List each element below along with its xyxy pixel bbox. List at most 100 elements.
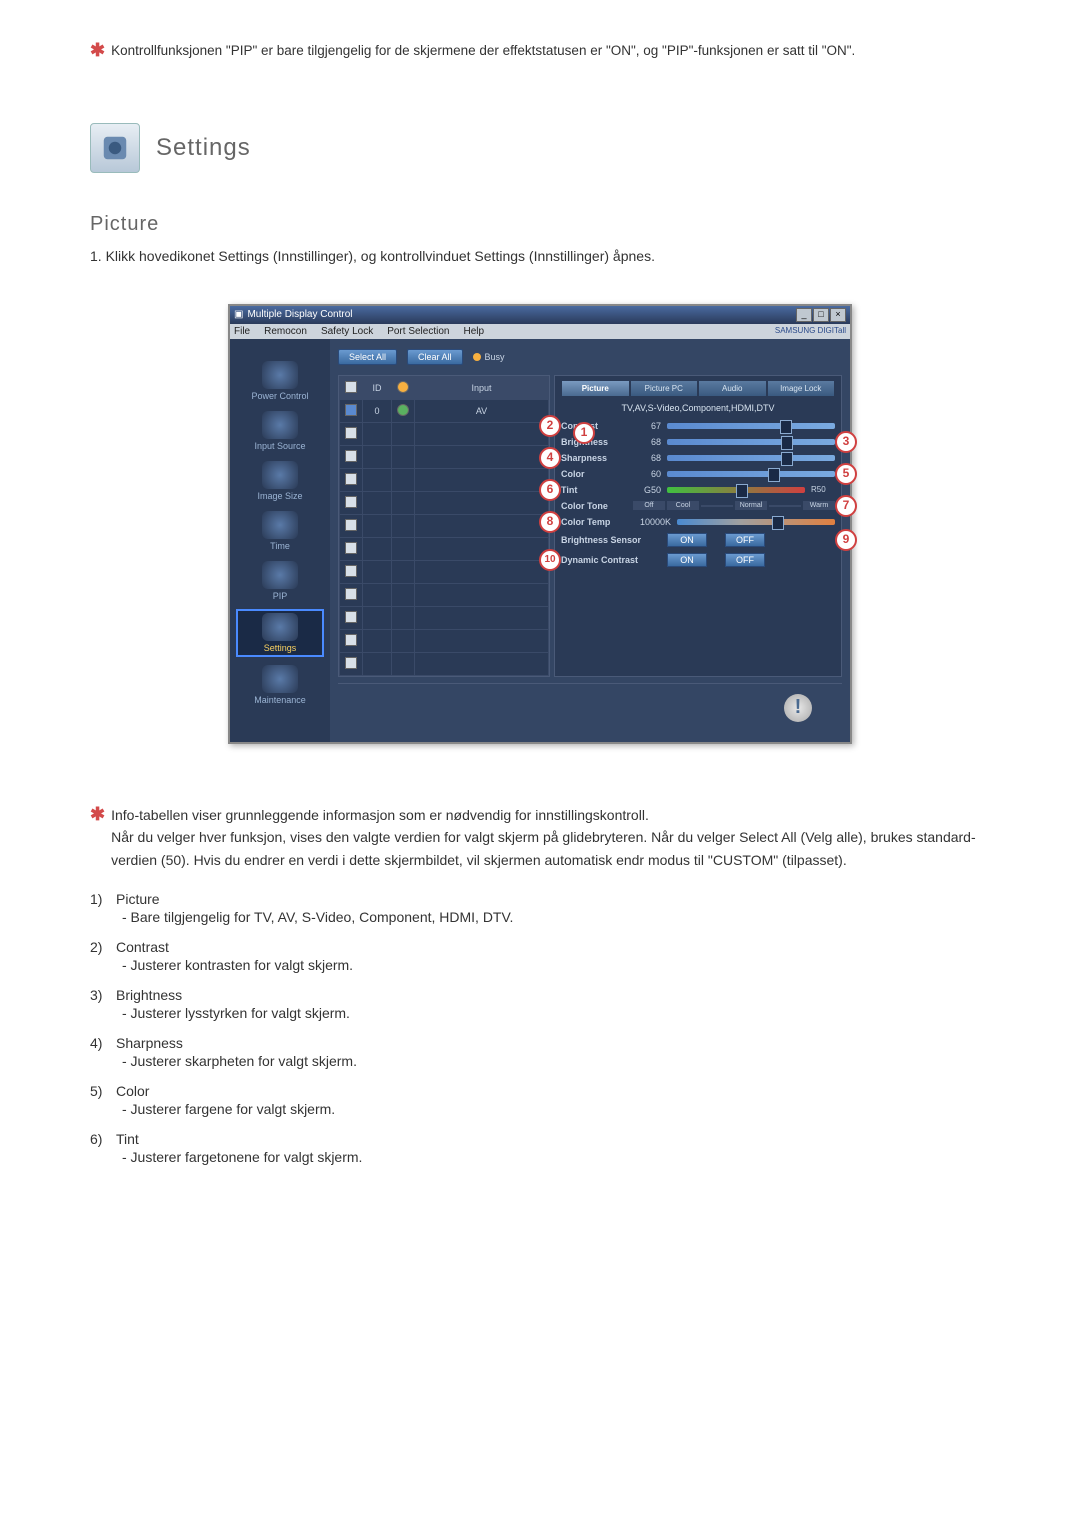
- main-panel: Select All Clear All Busy ID Input: [330, 339, 850, 742]
- table-row[interactable]: [340, 445, 549, 468]
- table-row[interactable]: [340, 606, 549, 629]
- sidebar-label: Settings: [238, 643, 322, 653]
- tab-picture[interactable]: Picture: [561, 380, 630, 397]
- item-num: 2): [90, 939, 116, 955]
- tab-picture-pc[interactable]: Picture PC: [630, 380, 699, 397]
- item-title: Tint: [116, 1131, 139, 1147]
- list-item: 6)Tint - Justerer fargetonene for valgt …: [90, 1131, 990, 1165]
- table-row[interactable]: 0 AV: [340, 399, 549, 422]
- brightness-slider[interactable]: [667, 439, 835, 445]
- maximize-button[interactable]: □: [813, 308, 829, 322]
- dc-on-button[interactable]: ON: [667, 553, 707, 567]
- table-row[interactable]: [340, 583, 549, 606]
- color-slider[interactable]: [667, 471, 835, 477]
- dc-off-button[interactable]: OFF: [725, 553, 765, 567]
- busy-indicator: Busy: [473, 352, 505, 362]
- marker-8: 8: [539, 511, 561, 533]
- ct-normal[interactable]: Normal: [735, 501, 767, 510]
- menu-safety-lock[interactable]: Safety Lock: [321, 326, 373, 337]
- tint-label: Tint: [561, 485, 627, 495]
- table-row[interactable]: [340, 537, 549, 560]
- alert-icon: !: [784, 694, 812, 722]
- list-item: 3)Brightness - Justerer lysstyrken for v…: [90, 987, 990, 1021]
- marker-4: 4: [539, 447, 561, 469]
- menu-port-selection[interactable]: Port Selection: [387, 326, 449, 337]
- colortemp-slider[interactable]: [677, 519, 835, 525]
- titlebar: ▣ Multiple Display Control _ □ ×: [230, 306, 850, 324]
- ct-off[interactable]: Off: [633, 501, 665, 510]
- checkbox-icon[interactable]: [345, 404, 357, 416]
- bs-on-button[interactable]: ON: [667, 533, 707, 547]
- colortemp-value: 10000K: [633, 517, 671, 527]
- menu-remocon[interactable]: Remocon: [264, 326, 307, 337]
- item-num: 1): [90, 891, 116, 907]
- colortone-label: Color Tone: [561, 501, 627, 511]
- tab-image-lock[interactable]: Image Lock: [767, 380, 836, 397]
- item-title: Contrast: [116, 939, 169, 955]
- marker-10: 10: [539, 549, 561, 571]
- marker-2: 2: [539, 415, 561, 437]
- settings-icon: [90, 123, 140, 173]
- col-check: [340, 376, 363, 399]
- tab-audio[interactable]: Audio: [698, 380, 767, 397]
- ct-blank[interactable]: [769, 505, 801, 507]
- marker-1: 1: [573, 422, 595, 444]
- colortone-options[interactable]: Off Cool Normal Warm: [633, 501, 835, 510]
- table-row[interactable]: [340, 491, 549, 514]
- marker-7: 7: [835, 495, 857, 517]
- color-value: 60: [633, 469, 661, 479]
- tint-value-l: G50: [633, 485, 661, 495]
- table-row[interactable]: [340, 560, 549, 583]
- dynamic-contrast-row: 10 Dynamic Contrast ON OFF: [561, 553, 835, 567]
- ct-cool[interactable]: Cool: [667, 501, 699, 510]
- sources-label: TV,AV,S-Video,Component,HDMI,DTV: [561, 403, 835, 413]
- table-row[interactable]: [340, 629, 549, 652]
- col-input: Input: [415, 376, 549, 399]
- sharpness-row: 4 Sharpness 68: [561, 453, 835, 463]
- table-row[interactable]: [340, 422, 549, 445]
- star-icon: ✱: [90, 804, 105, 871]
- item-num: 5): [90, 1083, 116, 1099]
- picture-heading: Picture: [90, 213, 990, 236]
- sidebar-item-image-size[interactable]: Image Size: [238, 459, 322, 503]
- sharpness-value: 68: [633, 453, 661, 463]
- sidebar-item-input[interactable]: Input Source: [238, 409, 322, 453]
- ct-blank[interactable]: [701, 505, 733, 507]
- table-row[interactable]: [340, 652, 549, 675]
- settings-panel: 1 Picture Picture PC Audio Image Lock TV…: [554, 375, 842, 677]
- table-row[interactable]: [340, 514, 549, 537]
- brightness-label: Brightness: [561, 437, 627, 447]
- brightness-sensor-row: 9 Brightness Sensor ON OFF: [561, 533, 835, 547]
- sidebar-item-pip[interactable]: PIP: [238, 559, 322, 603]
- sidebar-label: PIP: [238, 591, 322, 601]
- bs-off-button[interactable]: OFF: [725, 533, 765, 547]
- sidebar: Power Control Input Source Image Size Ti…: [230, 339, 330, 742]
- list-item: 1)Picture - Bare tilgjengelig for TV, AV…: [90, 891, 990, 925]
- contrast-slider[interactable]: [667, 423, 835, 429]
- menu-help[interactable]: Help: [463, 326, 484, 337]
- minimize-button[interactable]: _: [796, 308, 812, 322]
- item-title: Sharpness: [116, 1035, 183, 1051]
- select-all-button[interactable]: Select All: [338, 349, 397, 365]
- menubar: File Remocon Safety Lock Port Selection …: [230, 324, 850, 339]
- list-item: 4)Sharpness - Justerer skarpheten for va…: [90, 1035, 990, 1069]
- menu-file[interactable]: File: [234, 326, 250, 337]
- sidebar-item-time[interactable]: Time: [238, 509, 322, 553]
- window-title: Multiple Display Control: [247, 309, 796, 320]
- col-status: [392, 376, 415, 399]
- feature-list: 1)Picture - Bare tilgjengelig for TV, AV…: [90, 891, 990, 1165]
- app-window: ▣ Multiple Display Control _ □ × File Re…: [228, 304, 852, 744]
- ct-warm[interactable]: Warm: [803, 501, 835, 510]
- sidebar-item-power[interactable]: Power Control: [238, 359, 322, 403]
- window-buttons: _ □ ×: [796, 308, 846, 322]
- table-row[interactable]: [340, 468, 549, 491]
- close-button[interactable]: ×: [830, 308, 846, 322]
- sidebar-item-maintenance[interactable]: Maintenance: [238, 663, 322, 707]
- pip-note-text: Kontrollfunksjonen "PIP" er bare tilgjen…: [111, 40, 990, 63]
- busy-label: Busy: [485, 352, 505, 362]
- tint-slider[interactable]: [667, 487, 805, 493]
- item-num: 6): [90, 1131, 116, 1147]
- sidebar-item-settings[interactable]: Settings: [236, 609, 324, 657]
- sharpness-slider[interactable]: [667, 455, 835, 461]
- clear-all-button[interactable]: Clear All: [407, 349, 463, 365]
